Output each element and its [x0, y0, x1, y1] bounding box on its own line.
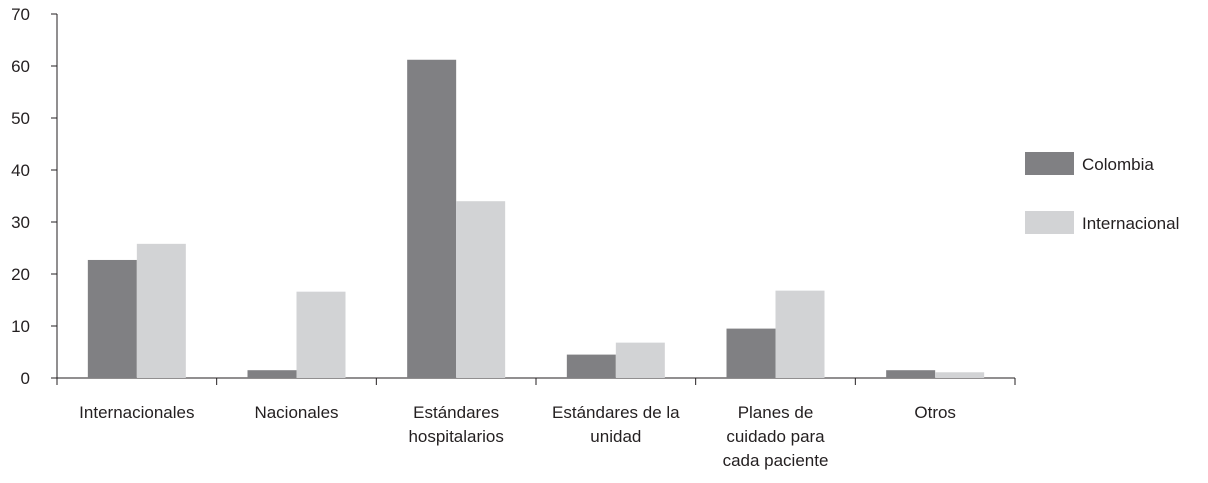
bar-colombia	[247, 370, 297, 378]
bar-internacional	[775, 290, 825, 378]
x-category-label-line: Planes de	[738, 403, 814, 422]
y-tick-label: 0	[21, 369, 30, 388]
y-tick-label: 10	[11, 317, 30, 336]
axes	[56, 14, 1016, 385]
legend-swatch-colombia	[1025, 152, 1074, 175]
legend-label-internacional: Internacional	[1082, 214, 1179, 233]
x-category-label: Nacionales	[254, 403, 338, 422]
x-category-label-line: cada paciente	[723, 451, 829, 470]
x-category-label-line: unidad	[590, 427, 641, 446]
x-category-label-line: Otros	[914, 403, 956, 422]
x-category-label-line: Estándares	[413, 403, 499, 422]
x-category-label: Otros	[914, 403, 956, 422]
legend: Colombia Internacional	[1025, 152, 1179, 234]
y-tick-label: 60	[11, 57, 30, 76]
x-category-labels: Internacionales Nacionales Estándares hospi…	[79, 403, 956, 470]
y-tick-label: 40	[11, 161, 30, 180]
bar-internacional	[456, 201, 506, 378]
x-category-label: Planes de cuidado para cada paciente	[723, 403, 829, 470]
x-category-label: Internacionales	[79, 403, 194, 422]
x-category-label-line: Nacionales	[254, 403, 338, 422]
legend-swatch-internacional	[1025, 211, 1074, 234]
x-category-label-line: cuidado para	[726, 427, 825, 446]
legend-label-colombia: Colombia	[1082, 155, 1154, 174]
bar-internacional	[136, 243, 186, 378]
bar-internacional	[935, 372, 985, 378]
x-category-label: Estándares hospitalarios	[408, 403, 503, 446]
bar-colombia	[566, 354, 616, 378]
bar-internacional	[615, 342, 665, 378]
bar-colombia	[407, 59, 457, 378]
x-category-label: Estándares de la unidad	[552, 403, 680, 446]
x-category-label-line: Internacionales	[79, 403, 194, 422]
bar-colombia	[87, 259, 137, 378]
y-ticks: 0 10 20 30 40 50 60 70	[11, 5, 57, 388]
y-tick-label: 30	[11, 213, 30, 232]
bar-internacional	[296, 291, 346, 378]
x-category-label-line: hospitalarios	[408, 427, 503, 446]
y-tick-label: 70	[11, 5, 30, 24]
y-tick-label: 20	[11, 265, 30, 284]
y-tick-label: 50	[11, 109, 30, 128]
x-category-label-line: Estándares de la	[552, 403, 680, 422]
bar-colombia	[886, 370, 936, 378]
bar-colombia	[726, 328, 776, 378]
bars	[87, 59, 985, 378]
